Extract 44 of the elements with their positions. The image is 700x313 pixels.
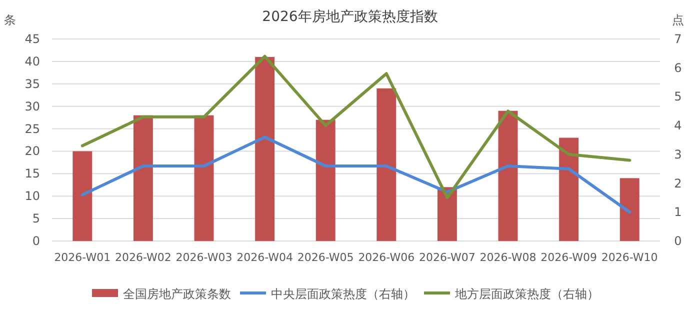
x-tick-label: 2026-W10 [601,251,658,264]
bar [559,138,579,241]
y-tick-label: 15 [24,166,40,181]
y-tick-label: 20 [24,144,40,158]
legend-label: 中央层面政策热度（右轴） [271,287,415,301]
y-tick-label: 45 [24,32,40,46]
y-tick-label: 5 [32,212,40,226]
y2-axis-title: 点 [672,13,684,27]
chart-title: 2026年房地产政策热度指数 [262,9,438,25]
bar [255,56,275,241]
y-tick-label: 35 [24,76,40,91]
x-tick-label: 2026-W07 [418,251,476,264]
x-tick-label: 2026-W01 [54,251,111,264]
x-tick-label: 2026-W03 [176,251,232,264]
y2-tick-label: 0 [674,234,682,248]
y2-tick-label: 5 [674,90,682,104]
y-tick-label: 0 [32,234,40,248]
legend-label: 全国房地产政策条数 [123,287,231,301]
bar [194,115,214,241]
y-tick-label: 40 [24,54,40,68]
bar [133,115,153,241]
x-tick-label: 2026-W06 [358,251,415,264]
y2-tick-label: 3 [674,147,682,162]
y2-tick-label: 7 [674,32,682,46]
bar [316,120,336,241]
y2-tick-label: 6 [674,60,682,75]
bar [620,178,640,241]
y-tick-label: 25 [24,122,40,136]
x-tick-label: 2026-W05 [297,251,354,264]
x-tick-label: 2026-W04 [236,251,294,264]
y-tick-label: 30 [24,99,40,114]
bar [437,187,457,241]
bar [498,110,518,241]
y2-tick-label: 4 [674,118,682,133]
x-tick-label: 2026-W08 [480,251,536,264]
y2-tick-label: 2 [674,176,682,190]
bar [376,88,396,241]
x-tick-label: 2026-W09 [540,251,598,264]
x-tick-label: 2026-W02 [114,251,172,264]
y2-tick-label: 1 [674,205,682,220]
y-tick-label: 10 [24,189,40,204]
bar [72,151,92,241]
y-axis-title: 条 [4,13,16,27]
legend-label: 地方层面政策热度（右轴） [454,287,599,301]
